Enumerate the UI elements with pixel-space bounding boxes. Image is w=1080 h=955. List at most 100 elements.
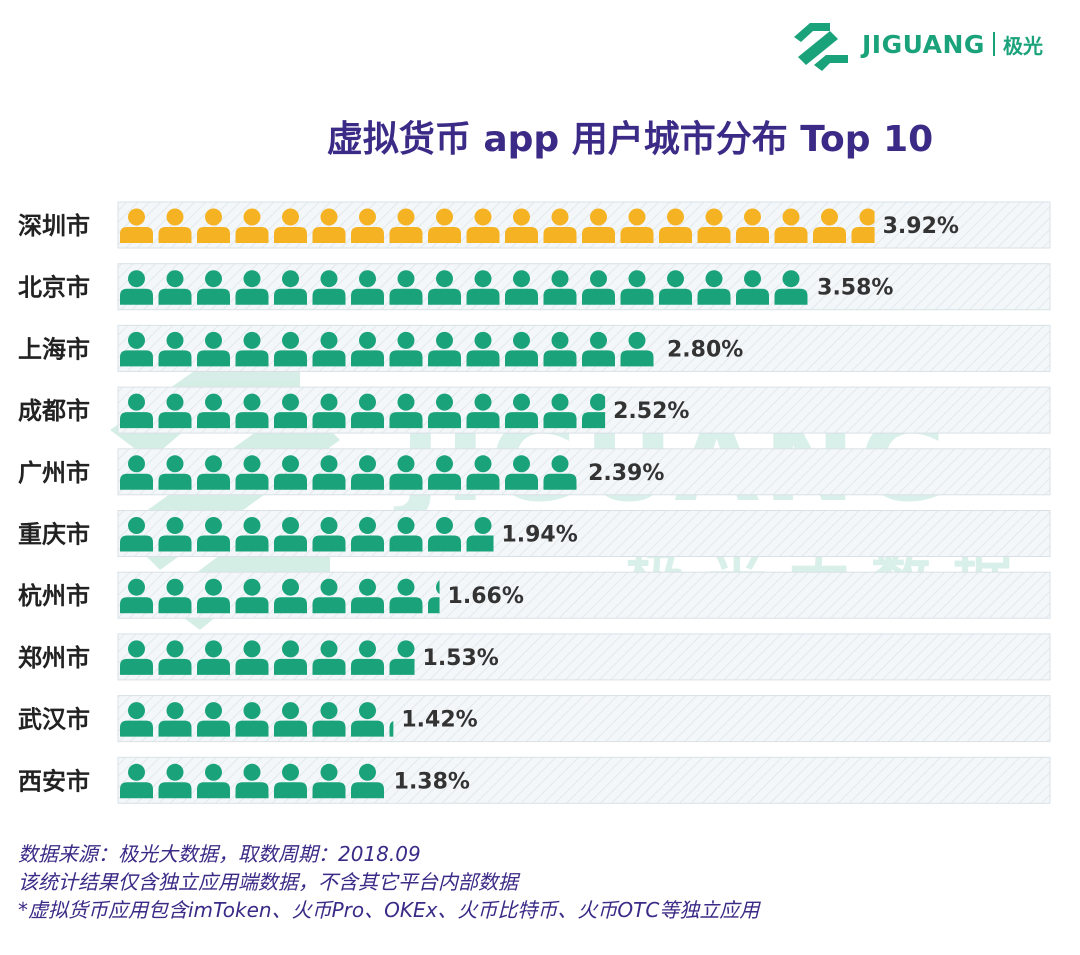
person-icon [120, 702, 153, 737]
bar-track [117, 571, 1051, 619]
person-icon [351, 331, 384, 367]
person-icon [428, 270, 461, 305]
person-icon [312, 578, 346, 614]
person-icon [274, 702, 307, 737]
footer-scope: 该统计结果仅含独立应用端数据，不含其它平台内部数据 [18, 870, 518, 894]
person-icon [389, 331, 423, 367]
brand-name-cn: 极光 [1002, 33, 1043, 58]
person-icon [466, 393, 500, 429]
category-label: 西安市 [18, 767, 90, 795]
footer-source: 数据来源：极光大数据，取数周期：2018.09 [18, 842, 421, 866]
person-icon [351, 517, 384, 552]
person-icon [389, 517, 423, 552]
value-label: 2.80% [667, 337, 743, 362]
person-icon [466, 331, 500, 367]
person-icon [389, 721, 394, 737]
bar-track [117, 756, 1051, 804]
chart-row: 成都市 2.52% [18, 386, 1051, 434]
person-icon [351, 393, 384, 429]
chart-row: 郑州市 1.53% [18, 633, 1051, 681]
chart-row: 上海市 2.80% [18, 324, 1051, 372]
value-label: 1.42% [401, 708, 477, 733]
person-icon [120, 578, 153, 614]
person-icon [235, 270, 269, 305]
person-icon [274, 455, 307, 490]
person-icon [582, 331, 615, 367]
person-icon [235, 517, 269, 552]
person-icon [351, 208, 384, 243]
chart-row: 广州市 2.39% [18, 448, 1051, 496]
brand-name: JIGUANG [862, 29, 985, 59]
person-icon [274, 578, 307, 614]
category-label: 重庆市 [18, 521, 90, 549]
person-icon [351, 455, 384, 490]
bar-track [117, 510, 1051, 557]
person-icon [312, 393, 346, 429]
person-icon [235, 702, 269, 737]
category-label: 武汉市 [18, 706, 90, 734]
person-icon [389, 208, 423, 243]
value-label: 1.53% [423, 646, 499, 671]
chart-row: 杭州市 1.66% [18, 571, 1051, 619]
bar-track [117, 633, 1051, 681]
bar-icons [120, 640, 415, 675]
person-icon [158, 393, 192, 429]
person-icon [197, 331, 230, 367]
chart-row: 武汉市 1.42% [18, 695, 1051, 743]
jiguang-logo-icon [794, 23, 848, 71]
person-icon [120, 270, 153, 305]
person-icon [428, 455, 461, 490]
person-icon [235, 640, 269, 675]
person-icon [197, 763, 230, 799]
person-icon [351, 640, 384, 675]
person-icon [505, 270, 538, 305]
person-icon [120, 208, 153, 243]
person-icon [235, 763, 269, 799]
person-icon [582, 208, 615, 243]
person-icon [466, 517, 494, 552]
person-icon [543, 331, 577, 367]
person-icon [235, 331, 269, 367]
person-icon [274, 640, 307, 675]
person-icon [620, 331, 654, 367]
value-label: 1.38% [394, 769, 470, 794]
person-icon [466, 455, 500, 490]
person-icon [312, 702, 346, 737]
bar-icons [120, 331, 654, 367]
person-icon [274, 763, 307, 799]
person-icon [543, 270, 577, 305]
person-icon [312, 331, 346, 367]
value-label: 2.39% [588, 461, 664, 486]
bar-icons [120, 763, 384, 799]
value-label: 2.52% [613, 399, 689, 424]
person-icon [197, 455, 230, 490]
bar-icons [120, 270, 808, 305]
value-label: 1.94% [501, 523, 577, 548]
chart-title: 虚拟货币 app 用户城市分布 Top 10 [326, 119, 934, 160]
person-icon [428, 517, 461, 552]
person-icon [466, 208, 500, 243]
person-icon [120, 640, 153, 675]
category-label: 郑州市 [18, 644, 90, 672]
person-icon [543, 455, 577, 490]
person-icon [505, 331, 538, 367]
person-icon [158, 331, 192, 367]
person-icon [351, 270, 384, 305]
person-icon [582, 270, 615, 305]
person-icon [312, 640, 346, 675]
category-label: 北京市 [18, 274, 90, 302]
chart-row: 深圳市 3.92% [18, 201, 1051, 249]
chart-row: 重庆市 1.94% [18, 510, 1051, 557]
person-icon [774, 270, 808, 305]
person-icon [158, 455, 192, 490]
person-icon [351, 702, 384, 737]
person-icon [120, 331, 153, 367]
person-icon [582, 393, 606, 429]
person-icon [158, 763, 192, 799]
person-icon [389, 640, 415, 675]
person-icon [158, 208, 192, 243]
category-label: 深圳市 [18, 212, 90, 240]
category-label: 杭州市 [18, 582, 90, 610]
person-icon [505, 393, 538, 429]
person-icon [158, 702, 192, 737]
